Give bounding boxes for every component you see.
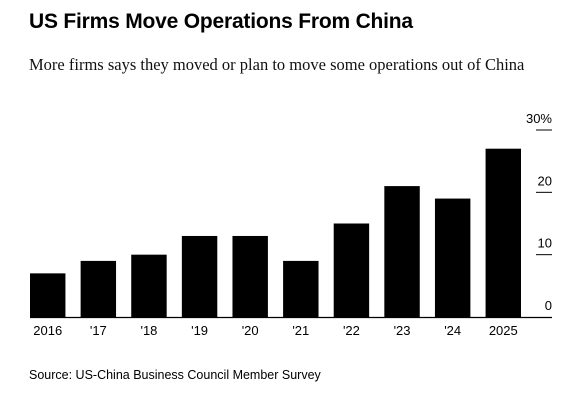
x-tick-label: '19: [191, 323, 208, 338]
bar: [434, 198, 471, 317]
bar: [283, 260, 319, 317]
x-tick-label: '22: [343, 323, 360, 338]
y-tick-label: 20: [538, 173, 552, 188]
y-tick-label: 30%: [526, 111, 552, 126]
bar: [181, 235, 218, 317]
x-tick-label: '23: [394, 323, 411, 338]
x-tick-labels: 2016 '17 '18 '19 '20 '21 '22 '23 '24 2025: [33, 323, 517, 338]
x-tick-label: '24: [444, 323, 461, 338]
bar: [384, 186, 420, 317]
bars: [30, 148, 521, 317]
bar: [333, 223, 370, 317]
bar: [232, 235, 268, 317]
bar: [80, 260, 117, 317]
y-tick-labels: 0 10 20 30%: [526, 111, 552, 313]
chart-subtitle: More firms says they moved or plan to mo…: [29, 55, 525, 74]
x-tick-label: '21: [292, 323, 309, 338]
y-tick-label: 0: [545, 298, 552, 313]
chart-title: US Firms Move Operations From China: [29, 10, 413, 33]
y-gridlines: [536, 129, 552, 256]
bar: [131, 254, 167, 317]
bar: [485, 148, 521, 317]
bar: [30, 273, 66, 317]
x-tick-label: '20: [242, 323, 259, 338]
x-tick-label: 2016: [33, 323, 62, 338]
x-tick-label: '17: [90, 323, 107, 338]
source-note: Source: US-China Business Council Member…: [29, 368, 321, 382]
y-tick-label: 10: [538, 236, 552, 251]
x-tick-label: 2025: [489, 323, 518, 338]
x-tick-label: '18: [140, 323, 157, 338]
